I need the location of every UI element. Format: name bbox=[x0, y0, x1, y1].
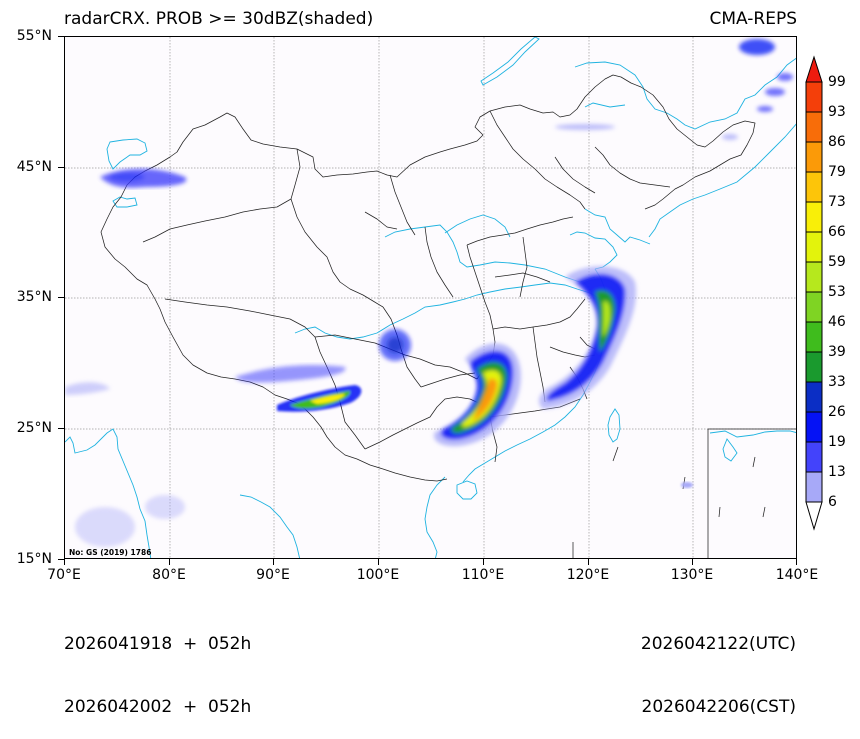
x-tick-label: 90°E bbox=[256, 567, 290, 583]
colorbar-label: 59 bbox=[828, 254, 846, 270]
init-time-block: 2026041918 + 052h 2026042002 + 052h bbox=[64, 592, 251, 739]
probability-shading bbox=[65, 39, 793, 547]
map-plot-area: No: GS (2019) 1786 bbox=[64, 36, 797, 559]
copyright-note: No: GS (2019) 1786 bbox=[69, 548, 152, 557]
x-tick-label: 80°E bbox=[152, 567, 186, 583]
x-tick-label: 140°E bbox=[775, 567, 819, 583]
colorbar-label: 33 bbox=[828, 374, 846, 390]
colorbar-label: 26 bbox=[828, 404, 846, 420]
x-tick-label: 120°E bbox=[566, 567, 610, 583]
y-tick-mark bbox=[58, 297, 64, 298]
colorbar-label: 53 bbox=[828, 284, 846, 300]
y-tick-label: 55°N bbox=[16, 28, 52, 44]
colorbar-label: 79 bbox=[828, 164, 846, 180]
colorbar-label: 66 bbox=[828, 224, 846, 240]
y-tick-mark bbox=[58, 559, 64, 560]
colorbar-label: 39 bbox=[828, 344, 846, 360]
borders bbox=[100, 74, 796, 558]
y-tick-mark bbox=[58, 36, 64, 37]
colorbar-label: 86 bbox=[828, 134, 846, 150]
x-tick-mark bbox=[378, 559, 379, 565]
x-tick-mark bbox=[588, 559, 589, 565]
x-tick-mark bbox=[692, 559, 693, 565]
y-tick-mark bbox=[58, 428, 64, 429]
chart-title: radarCRX. PROB >= 30dBZ(shaded) bbox=[64, 9, 374, 29]
x-tick-mark bbox=[169, 559, 170, 565]
valid-time-cst: 2026042206(CST) bbox=[641, 697, 796, 717]
init-time-cst: 2026042002 + 052h bbox=[64, 697, 252, 717]
model-name: CMA-REPS bbox=[709, 9, 797, 29]
colorbar-label: 99 bbox=[828, 74, 846, 90]
colorbar-label: 13 bbox=[828, 464, 846, 480]
x-tick-mark bbox=[796, 559, 797, 565]
colorbar bbox=[804, 55, 824, 535]
valid-time-utc: 2026042122(UTC) bbox=[640, 634, 796, 654]
colorbar-graphic bbox=[805, 55, 823, 531]
colorbar-label: 93 bbox=[828, 104, 846, 120]
valid-time-block: 2026042122(UTC) 2026042206(CST) bbox=[641, 592, 796, 739]
colorbar-label: 73 bbox=[828, 194, 846, 210]
x-tick-label: 110°E bbox=[461, 567, 505, 583]
x-tick-label: 100°E bbox=[356, 567, 400, 583]
map-canvas bbox=[65, 37, 796, 558]
y-tick-mark bbox=[58, 167, 64, 168]
x-tick-mark bbox=[483, 559, 484, 565]
colorbar-label: 19 bbox=[828, 434, 846, 450]
x-tick-mark bbox=[64, 559, 65, 565]
colorbar-label: 6 bbox=[828, 494, 837, 510]
colorbar-label: 46 bbox=[828, 314, 846, 330]
y-tick-label: 25°N bbox=[16, 420, 52, 436]
x-tick-mark bbox=[273, 559, 274, 565]
y-tick-label: 35°N bbox=[16, 289, 52, 305]
x-tick-label: 130°E bbox=[670, 567, 714, 583]
init-time-utc: 2026041918 + 052h bbox=[64, 634, 252, 654]
y-tick-label: 45°N bbox=[16, 159, 52, 175]
x-tick-label: 70°E bbox=[47, 567, 81, 583]
y-tick-label: 15°N bbox=[16, 551, 52, 567]
